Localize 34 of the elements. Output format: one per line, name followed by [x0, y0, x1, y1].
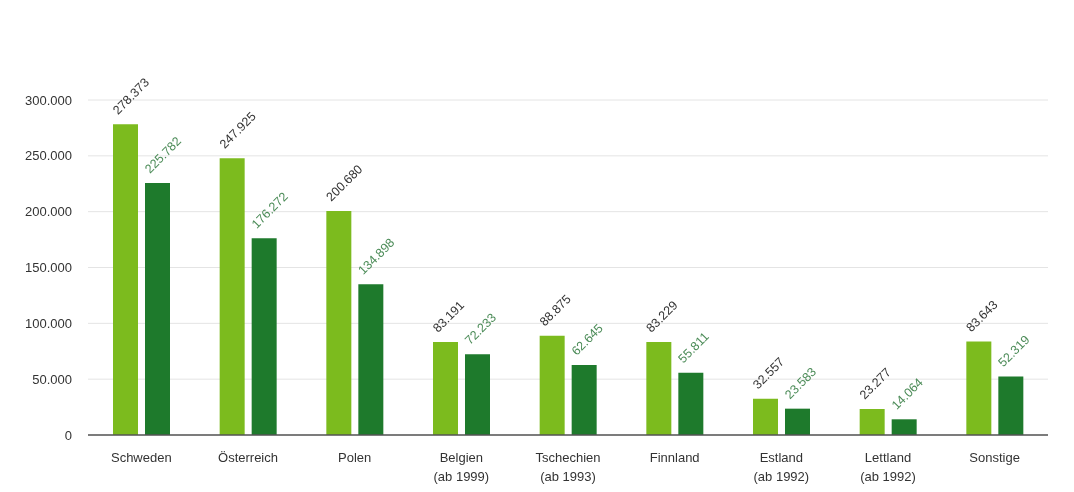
bar	[539, 335, 565, 435]
y-tick-label: 250.000	[25, 148, 72, 164]
bar	[113, 124, 138, 435]
bar	[753, 398, 778, 435]
bar	[859, 409, 885, 435]
x-tick-label: Sonstige	[969, 450, 1020, 466]
bar	[251, 238, 277, 435]
bar	[358, 284, 384, 435]
x-tick-label: Österreich	[218, 450, 278, 466]
bar	[891, 419, 917, 435]
bar	[678, 372, 704, 435]
x-tick-label: Estland (ab 1992)	[753, 450, 810, 485]
bar	[219, 158, 245, 435]
bar	[998, 376, 1024, 435]
y-tick-label: 0	[64, 427, 72, 443]
bar	[465, 354, 490, 435]
bar	[433, 342, 458, 435]
y-tick-label: 50.000	[32, 371, 72, 387]
y-tick-label: 150.000	[25, 260, 72, 276]
x-tick-label: Schweden	[110, 450, 172, 466]
x-tick-label: Tschechien (ab 1993)	[535, 450, 601, 485]
x-tick-label: Finnland	[649, 450, 700, 466]
bar	[571, 365, 597, 435]
y-tick-label: 100.000	[25, 315, 72, 331]
bar	[326, 210, 352, 435]
x-tick-label: Polen	[338, 450, 372, 466]
x-tick-label: Lettland (ab 1992)	[860, 450, 916, 485]
bar	[145, 182, 170, 435]
bar	[785, 408, 810, 435]
y-tick-label: 200.000	[25, 204, 72, 220]
x-tick-label: Belgien (ab 1999)	[433, 450, 490, 485]
bar	[966, 341, 992, 435]
bar	[646, 342, 672, 435]
y-tick-label: 300.000	[25, 92, 72, 108]
